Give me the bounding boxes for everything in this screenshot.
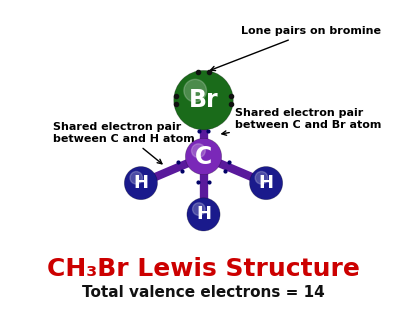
Text: Total valence electrons = 14: Total valence electrons = 14 [82, 285, 325, 300]
Text: Shared electron pair
between C and Br atom: Shared electron pair between C and Br at… [222, 108, 381, 135]
Text: H: H [133, 174, 149, 192]
Circle shape [249, 167, 283, 200]
Text: H: H [196, 205, 211, 223]
Circle shape [187, 198, 220, 231]
Circle shape [193, 203, 205, 215]
Text: Br: Br [189, 88, 218, 112]
Text: H: H [258, 174, 274, 192]
Circle shape [124, 167, 158, 200]
Text: Lone pairs on bromine: Lone pairs on bromine [211, 26, 381, 71]
Text: C: C [195, 145, 212, 168]
Circle shape [184, 80, 206, 102]
Circle shape [255, 172, 268, 184]
Text: CH₃Br Lewis Structure: CH₃Br Lewis Structure [47, 257, 360, 281]
Circle shape [192, 144, 205, 157]
Circle shape [130, 172, 142, 184]
Circle shape [174, 70, 233, 130]
Text: Shared electron pair
between C and H atom: Shared electron pair between C and H ato… [53, 122, 195, 164]
Circle shape [185, 138, 222, 175]
